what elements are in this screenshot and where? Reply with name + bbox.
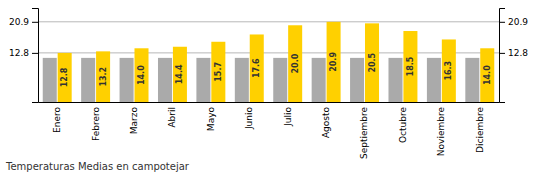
data-label: 18.5: [406, 56, 415, 76]
grid: [38, 22, 499, 53]
bar: [196, 58, 210, 102]
bar: [365, 23, 379, 102]
data-label: 20.0: [291, 53, 300, 73]
data-label: 14.0: [483, 65, 492, 85]
tick-label: Febrero: [91, 107, 101, 141]
tick-label: 12.8: [9, 48, 29, 58]
tick-label: Septiembre: [359, 107, 369, 160]
tick: Diciembre: [475, 102, 485, 153]
tick: 12.8: [499, 48, 528, 58]
tick-mark: [499, 53, 505, 54]
tick: Marzo: [129, 102, 139, 134]
data-label: 20.9: [329, 52, 338, 72]
bar: [158, 58, 172, 102]
bar: [58, 53, 72, 102]
tick: Octubre: [398, 102, 408, 143]
grid-line: [38, 21, 499, 22]
bars: [43, 22, 495, 102]
data-label: 14.0: [137, 65, 146, 85]
data-label: 14.4: [175, 64, 184, 84]
tick-label: Marzo: [129, 107, 139, 135]
bar: [43, 58, 57, 102]
bar: [250, 34, 264, 102]
tick-mark: [499, 22, 505, 23]
tick: 20.9: [499, 17, 528, 27]
chart: 12.8 13.2 14.0 14.4 15.7 17.6 20.0 20.9 20.5 18.5…: [0, 0, 537, 174]
tick-label: Abril: [167, 107, 177, 128]
tick: Septiembre: [359, 102, 369, 159]
data-label: 15.7: [214, 62, 223, 82]
tick-label: Noviembre: [436, 107, 446, 157]
tick: Mayo: [206, 102, 216, 131]
tick: Julio: [283, 102, 293, 127]
bar: [81, 58, 95, 102]
bar: [134, 48, 148, 102]
bar: [211, 42, 225, 102]
tick: Agosto: [321, 102, 331, 138]
tick-label: 12.8: [508, 48, 528, 58]
tick: 20.9: [9, 17, 38, 27]
tick-mark: [32, 22, 38, 23]
bar: [273, 58, 287, 102]
tick-mark: [32, 53, 38, 54]
tick: 12.8: [9, 48, 38, 58]
tick-label: Octubre: [398, 107, 408, 143]
title: Temperaturas Medias en campotejar: [5, 161, 190, 172]
data-label: 16.3: [444, 61, 453, 81]
tick-label: Diciembre: [475, 107, 485, 153]
bar: [288, 25, 302, 102]
bar: [96, 51, 110, 102]
bar: [427, 58, 441, 102]
bar: [235, 58, 249, 102]
bar: [173, 47, 187, 102]
data-label: 12.8: [60, 67, 69, 87]
bar: [403, 31, 417, 102]
bar: [480, 48, 494, 102]
tick-label: 20.9: [508, 17, 528, 27]
bar: [442, 39, 456, 102]
x-axis: Enero Febrero Marzo Abril Mayo Junio Julio Agos…: [39, 102, 500, 159]
bar: [120, 58, 134, 102]
tick: Junio: [244, 102, 254, 130]
bar: [327, 22, 341, 102]
x-axis-line: [39, 102, 500, 103]
tick-label: Enero: [52, 107, 62, 133]
y-axis-line: [500, 9, 506, 103]
tick-label: Agosto: [321, 107, 331, 139]
tick-label: Mayo: [206, 107, 216, 132]
tick: Enero: [52, 102, 62, 133]
tick: Noviembre: [436, 102, 446, 156]
data-label: 13.2: [99, 67, 108, 87]
bar: [465, 58, 479, 102]
tick-label: Julio: [283, 107, 293, 127]
data-label: 20.5: [368, 52, 377, 72]
tick: Abril: [167, 102, 177, 128]
y-axis-left: 12.8 20.9: [9, 9, 39, 103]
bar: [312, 58, 326, 102]
y-axis-right: 12.8 20.9: [499, 9, 528, 103]
tick: Febrero: [91, 102, 101, 141]
tick-label: 20.9: [9, 17, 29, 27]
bar: [350, 58, 364, 102]
tick-label: Junio: [244, 107, 254, 131]
y-axis-line: [32, 9, 39, 103]
data-label: 17.6: [252, 58, 261, 78]
data-labels: 12.8 13.2 14.0 14.4 15.7 17.6 20.0 20.9 20.5 18.5…: [60, 52, 492, 88]
bar: [388, 58, 402, 102]
